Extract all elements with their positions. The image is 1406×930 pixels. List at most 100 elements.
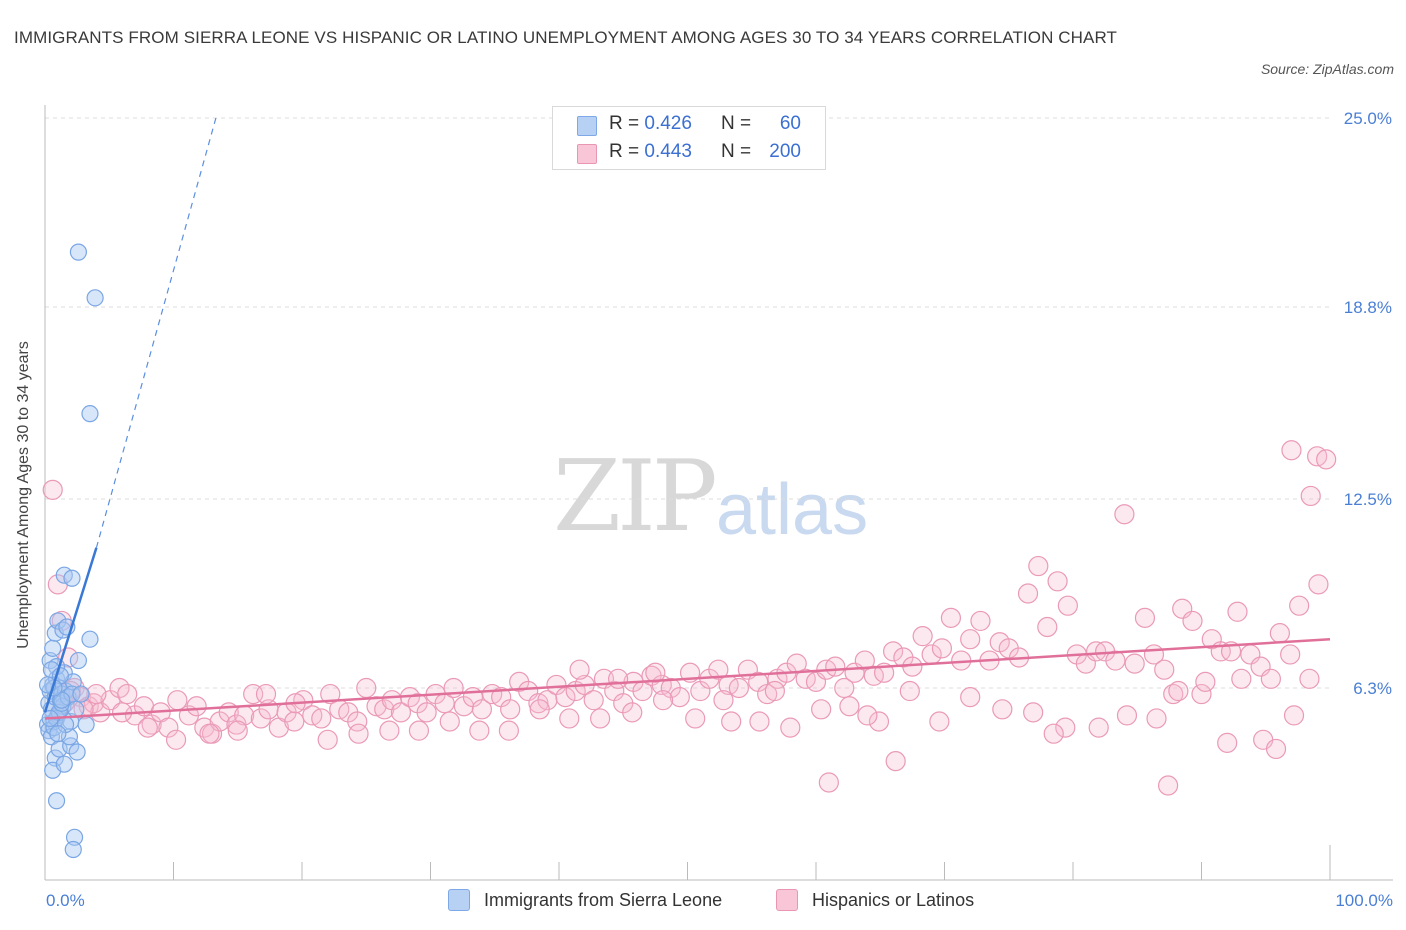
hispanic-point — [685, 708, 706, 729]
hispanic-point — [1280, 644, 1301, 665]
hispanic-point — [899, 680, 920, 702]
hispanic-point — [1195, 671, 1216, 692]
hispanic-point — [390, 702, 412, 723]
sierra-leone-point — [69, 651, 88, 670]
hispanic-point — [1168, 680, 1189, 702]
hispanic-point — [882, 641, 904, 662]
hispanic-point — [1300, 485, 1321, 507]
hispanic-point — [559, 708, 580, 729]
hispanic-point — [199, 723, 220, 744]
hispanic-point — [408, 720, 430, 741]
hispanic-point — [1269, 623, 1290, 644]
sierra-leone-point — [65, 828, 84, 846]
hispanic-point — [868, 711, 890, 732]
hispanic-point — [1146, 708, 1167, 729]
hispanic-point — [1157, 775, 1179, 796]
hispanic-point — [255, 683, 277, 705]
sierra-leone-point — [49, 725, 67, 743]
hispanic-point — [529, 699, 550, 720]
hispanic-point — [1289, 595, 1310, 616]
hispanic-point — [854, 650, 875, 671]
hispanic-point — [117, 683, 138, 705]
hispanic-point — [1299, 668, 1320, 689]
hispanic-point — [356, 677, 377, 699]
sierra-leone-point — [69, 243, 88, 261]
legend-item-hispanic[interactable]: Hispanics or Latinos — [776, 889, 974, 911]
hispanic-point — [227, 720, 248, 741]
hispanic-point — [317, 729, 338, 750]
n-label: N = — [721, 141, 752, 162]
hispanic-point — [1283, 705, 1305, 726]
hispanic-point — [1043, 723, 1064, 744]
stats-legend: R = 0.426 N = 60 R = 0.443 N = 200 — [552, 106, 826, 170]
hispanic-point — [1114, 504, 1135, 525]
hispanic-point — [555, 687, 576, 708]
hispanic-point — [728, 677, 750, 699]
hispanic-point — [992, 699, 1013, 720]
sierra-leone-point — [47, 792, 66, 810]
hispanic-point — [498, 720, 519, 741]
sierra-leone-point — [81, 630, 99, 648]
hispanic-point — [1308, 574, 1329, 595]
hispanic-point — [818, 772, 839, 793]
hispanic-point — [749, 711, 770, 732]
hispanic-point — [165, 729, 187, 750]
legend-item-sierra-leone[interactable]: Immigrants from Sierra Leone — [448, 889, 722, 911]
hispanic-point — [500, 699, 521, 720]
hispanic-point — [764, 680, 785, 702]
sierra-leone-point — [55, 755, 73, 773]
hispanic-point — [713, 690, 734, 711]
hispanic-point — [825, 656, 846, 677]
r-text: R = 0.443 — [609, 141, 692, 162]
legend-swatch-blue — [448, 889, 470, 911]
hispanic-point — [721, 711, 742, 732]
y-tick-label: 25.0% — [1344, 109, 1392, 128]
hispanic-point — [929, 711, 950, 732]
n-value: 60 — [779, 113, 801, 134]
r-text: R = 0.426 — [609, 113, 692, 134]
n-label: N = — [721, 113, 752, 134]
y-tick-label: 6.3% — [1353, 679, 1392, 698]
sierra-leone-point — [81, 405, 99, 423]
hispanic-point — [1037, 616, 1058, 638]
hispanic-point — [1231, 668, 1252, 689]
series-legend: Immigrants from Sierra Leone Hispanics o… — [0, 889, 1406, 915]
hispanic-point — [857, 705, 878, 726]
watermark-atlas: atlas — [716, 470, 869, 550]
hispanic-point — [86, 683, 107, 705]
n-value: 200 — [769, 141, 801, 162]
legend-swatch-pink — [776, 889, 798, 911]
hispanic-point — [960, 687, 981, 708]
hispanic-point — [622, 702, 643, 723]
legend-label: Hispanics or Latinos — [812, 889, 975, 910]
hispanic-point — [931, 638, 953, 659]
sierra-leone-point — [86, 289, 104, 307]
sierra-leone-point — [72, 685, 90, 703]
hispanic-point — [1116, 705, 1138, 726]
hispanic-point — [348, 723, 369, 744]
legend-label: Immigrants from Sierra Leone — [484, 889, 723, 910]
sierra-leone-point — [63, 569, 81, 587]
sierra-leone-point — [77, 715, 95, 734]
sierra-leone-point — [68, 743, 86, 761]
source-label: Source: ZipAtlas.com — [1260, 61, 1394, 77]
hispanic-point — [42, 479, 63, 500]
hispanic-point — [940, 607, 962, 628]
hispanic-point — [1191, 683, 1212, 705]
x-tick-max: 100.0% — [1335, 891, 1393, 910]
hispanic-point — [590, 708, 611, 729]
hispanic-point — [1260, 668, 1281, 689]
hispanic-point — [834, 677, 855, 699]
hispanic-point — [645, 662, 666, 683]
hispanic-point — [669, 687, 690, 708]
watermark-zip: ZIP — [553, 440, 718, 554]
hispanic-point — [970, 610, 991, 632]
hispanic-point — [1017, 583, 1039, 604]
hispanic-point — [137, 717, 158, 738]
hispanic-point — [652, 690, 674, 711]
hispanic-point — [708, 659, 729, 680]
hispanic-point — [439, 711, 460, 732]
hispanic-point — [1124, 653, 1145, 674]
hispanic-point — [1182, 610, 1203, 632]
sierra-leone-point — [64, 840, 82, 859]
